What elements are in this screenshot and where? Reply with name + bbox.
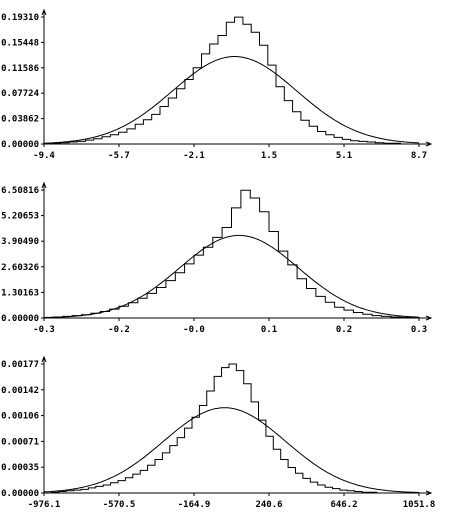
x-axis-arrow <box>425 141 433 147</box>
x-tick-label: 8.7 <box>411 151 427 161</box>
y-axis-arrow <box>41 8 47 16</box>
normal-fit-curve <box>43 56 420 144</box>
y-tick-label: 0.00035 <box>1 463 39 473</box>
x-tick-label: -5.7 <box>108 151 130 161</box>
x-tick-label: -976.1 <box>28 500 61 510</box>
x-tick-label: 1051.8 <box>403 500 436 510</box>
normal-fit-curve <box>43 407 420 493</box>
y-tick-label: 3.90490 <box>1 237 39 247</box>
y-tick-label: 5.20653 <box>1 212 39 222</box>
x-tick-label: -0.2 <box>108 325 130 335</box>
chart-panel-2: 0.00000 1.30163 2.60326 3.90490 5.20653 6.508… <box>1 181 433 335</box>
y-tick-label: 0.00142 <box>1 386 39 396</box>
x-tick-label: 5.1 <box>336 151 352 161</box>
x-axis-arrow <box>425 490 433 496</box>
x-tick-label: 0.2 <box>336 325 352 335</box>
x-tick-label: -570.5 <box>103 500 136 510</box>
histogram-steps <box>44 16 417 145</box>
y-tick-label: 0.07724 <box>1 89 40 99</box>
y-tick-label: 1.30163 <box>1 288 39 298</box>
y-tick-label: 6.50816 <box>1 186 39 196</box>
x-axis-arrow <box>425 315 433 321</box>
chart-panel-3: 0.00000 0.00035 0.00071 0.00106 0.00142 0.001… <box>1 355 436 510</box>
x-tick-label: 240.6 <box>255 500 282 510</box>
y-tick-label: 0.15448 <box>1 38 39 48</box>
x-tick-label: 0.1 <box>261 325 277 335</box>
x-tick-label: 1.5 <box>261 151 277 161</box>
x-tick-label: 0.3 <box>411 325 427 335</box>
x-tick-label: 646.2 <box>330 500 357 510</box>
y-tick-label: 0.00071 <box>1 437 39 447</box>
y-tick-label: 0.00106 <box>1 412 39 422</box>
y-axis-arrow <box>41 355 47 363</box>
x-tick-label: -9.4 <box>33 151 55 161</box>
y-axis-arrow <box>41 181 47 189</box>
x-tick-label: -0.3 <box>33 325 55 335</box>
normal-fit-curve <box>44 234 420 319</box>
y-tick-label: 0.00000 <box>1 489 39 499</box>
y-tick-label: 0.00000 <box>1 140 39 150</box>
y-tick-label: 0.03862 <box>1 115 39 125</box>
y-tick-label: 0.19310 <box>1 13 39 23</box>
x-tick-label: -2.1 <box>183 151 205 161</box>
y-tick-label: 0.00177 <box>1 360 39 370</box>
histogram-steps <box>43 189 420 319</box>
histogram-steps <box>44 363 414 494</box>
y-tick-label: 2.60326 <box>1 263 39 273</box>
y-tick-label: 0.00000 <box>1 314 39 324</box>
x-tick-label: -0.0 <box>183 325 205 335</box>
y-tick-label: 0.11586 <box>1 64 39 74</box>
x-tick-label: -164.9 <box>178 500 211 510</box>
chart-panel-1: 0.00000 0.03862 0.07724 0.11586 0.15448 0.193… <box>1 8 433 161</box>
